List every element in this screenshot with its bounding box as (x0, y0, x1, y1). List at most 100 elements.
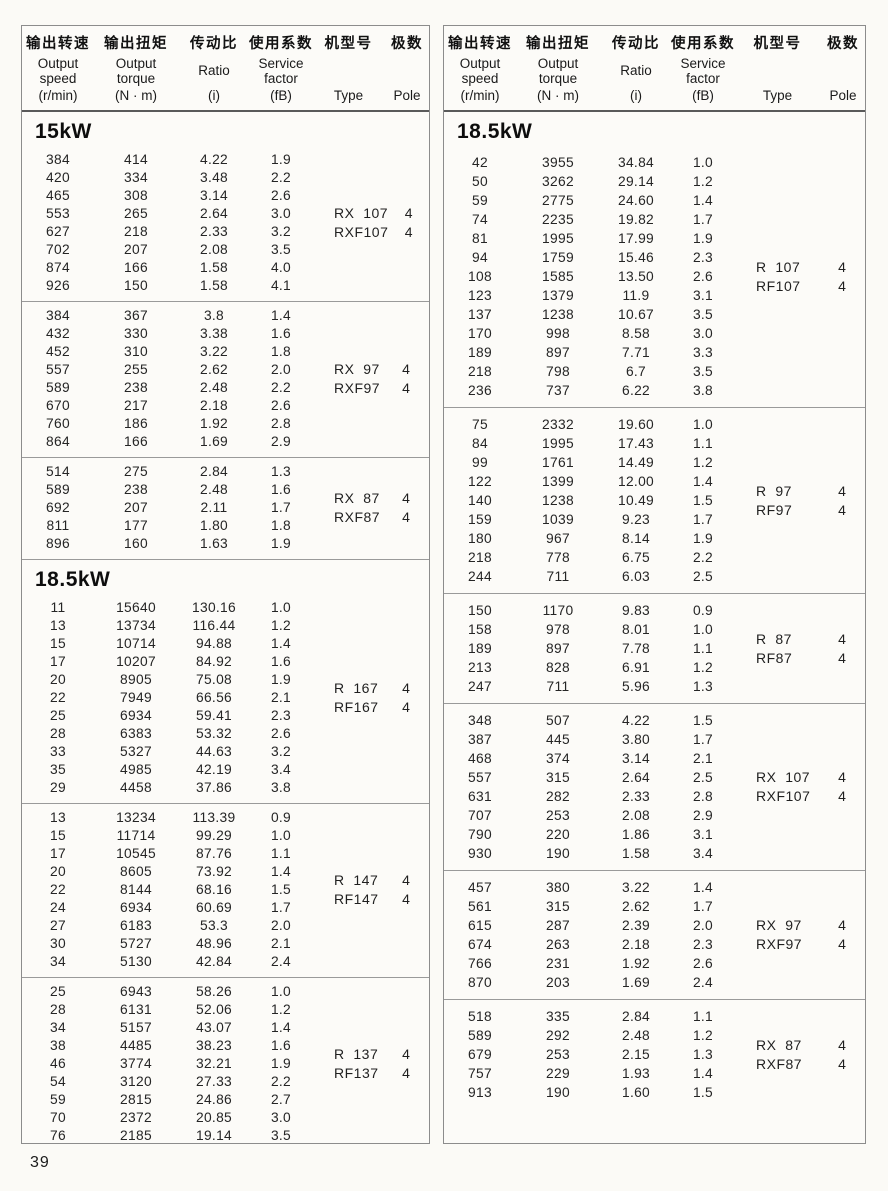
table-row: 432 330 3.38 1.6 (22, 325, 312, 343)
output-torque-value: 217 (124, 398, 148, 413)
service-factor-value: 3.8 (692, 383, 714, 398)
ratio-value: 75.08 (195, 672, 233, 687)
table-row: 213 828 6.91 1.2 (444, 658, 734, 677)
service-factor-value: 1.2 (692, 174, 714, 189)
pole-value: 4 (838, 788, 846, 804)
table-row: 75 2332 19.60 1.0 (444, 415, 734, 434)
header-label-zh: 输出转速 (26, 36, 90, 52)
output-torque-value: 190 (546, 1085, 570, 1100)
output-torque-value: 315 (546, 899, 570, 914)
output-torque-value: 150 (124, 278, 148, 293)
output-torque-value: 265 (124, 206, 148, 221)
output-torque-value: 3774 (120, 1056, 152, 1071)
column-header-type: 机型号 Type (734, 32, 821, 103)
table-row: 896 160 1.63 1.9 (22, 535, 312, 553)
ratio-value: 3.38 (199, 326, 229, 341)
output-torque-value: 1761 (542, 455, 574, 470)
service-factor-value: 1.5 (692, 1085, 714, 1100)
ratio-value: 9.83 (621, 603, 651, 618)
output-speed-value: 50 (472, 174, 488, 189)
ratio-value: 1.92 (621, 956, 651, 971)
header-label-zh: 输出转速 (448, 36, 512, 52)
table-row: 27 6183 53.3 2.0 (22, 917, 312, 935)
output-speed-value: 557 (468, 770, 492, 785)
service-factor-value: 0.9 (692, 603, 714, 618)
service-factor-value: 1.0 (692, 155, 714, 170)
output-speed-value: 22 (50, 690, 66, 705)
ratio-value: 66.56 (195, 690, 233, 705)
output-speed-value: 59 (472, 193, 488, 208)
ratio-value: 53.3 (199, 918, 229, 933)
table-row: 870 203 1.69 2.4 (444, 973, 734, 992)
output-torque-value: 4985 (120, 762, 152, 777)
header-label-zh: 输出扭矩 (104, 36, 168, 52)
output-speed-value: 123 (468, 288, 492, 303)
service-factor-value: 2.7 (270, 1092, 292, 1107)
table-row: 760 186 1.92 2.8 (22, 415, 312, 433)
service-factor-value: 1.2 (270, 618, 292, 633)
type-cell: R 167 RF167 (312, 599, 383, 797)
output-speed-value: 94 (472, 250, 488, 265)
ratio-value: 1.69 (199, 434, 229, 449)
output-torque-value: 190 (546, 846, 570, 861)
header-unit: Pole (829, 88, 857, 103)
output-speed-value: 137 (468, 307, 492, 322)
ratio-value: 32.21 (195, 1056, 233, 1071)
ratio-value: 24.60 (617, 193, 655, 208)
header-label-zh: 传动比 (190, 36, 238, 52)
ratio-value: 2.62 (621, 899, 651, 914)
service-factor-value: 1.4 (692, 474, 714, 489)
output-torque-value: 778 (546, 550, 570, 565)
output-torque-value: 229 (546, 1066, 570, 1081)
table-row: 692 207 2.11 1.7 (22, 499, 312, 517)
service-factor-value: 3.5 (270, 242, 292, 257)
output-torque-value: 828 (546, 660, 570, 675)
type-label: R 97 (756, 482, 792, 499)
service-factor-value: 1.1 (692, 1009, 714, 1024)
model-block: 150 1170 9.83 0.9 158 978 8.01 1.0 189 897 7.78 1.1… (444, 593, 865, 703)
type-label: RF107 (756, 277, 801, 294)
ratio-value: 59.41 (195, 708, 233, 723)
power-section: 18.5kW 11 15640 130.16 1.0 13 13734 116.44 1.2 15… (22, 559, 429, 1143)
data-rows: 11 15640 130.16 1.0 13 13734 116.44 1.2 15 10714 9… (22, 599, 312, 797)
output-speed-value: 864 (46, 434, 70, 449)
service-factor-value: 3.5 (270, 1128, 292, 1143)
ratio-value: 7.71 (621, 345, 651, 360)
table-row: 108 1585 13.50 2.6 (444, 267, 734, 286)
ratio-value: 6.03 (621, 569, 651, 584)
output-torque-value: 13734 (116, 618, 156, 633)
output-speed-value: 218 (468, 364, 492, 379)
table-row: 150 1170 9.83 0.9 (444, 601, 734, 620)
service-factor-value: 1.5 (692, 493, 714, 508)
output-speed-value: 247 (468, 679, 492, 694)
service-factor-value: 2.5 (692, 770, 714, 785)
output-speed-value: 702 (46, 242, 70, 257)
ratio-value: 42.84 (195, 954, 233, 969)
service-factor-value: 3.0 (270, 206, 292, 221)
type-cell: R 147 RF147 (312, 809, 383, 971)
ratio-value: 8.58 (621, 326, 651, 341)
pole-value: 4 (402, 490, 410, 506)
output-torque-value: 207 (124, 242, 148, 257)
power-rating-title: 15kW (35, 120, 92, 143)
service-factor-value: 3.1 (692, 288, 714, 303)
output-speed-value: 29 (50, 780, 66, 795)
table-row: 384 414 4.22 1.9 (22, 151, 312, 169)
ratio-value: 1.92 (199, 416, 229, 431)
output-speed-value: 518 (468, 1009, 492, 1024)
column-header-output-speed: 输出转速 Output speed (r/min) (444, 32, 516, 103)
pole-value: 4 (402, 699, 410, 715)
type-label: R 107 (756, 258, 801, 275)
output-speed-value: 22 (50, 882, 66, 897)
header-label-zh: 输出扭矩 (526, 36, 590, 52)
output-speed-value: 553 (46, 206, 70, 221)
type-label: R 137 (334, 1046, 379, 1062)
service-factor-value: 1.9 (692, 231, 714, 246)
pole-value: 4 (838, 630, 846, 647)
output-torque-value: 2775 (542, 193, 574, 208)
model-block: 13 13234 113.39 0.9 15 11714 99.29 1.0 17 10545 87… (22, 803, 429, 977)
table-row: 452 310 3.22 1.8 (22, 343, 312, 361)
